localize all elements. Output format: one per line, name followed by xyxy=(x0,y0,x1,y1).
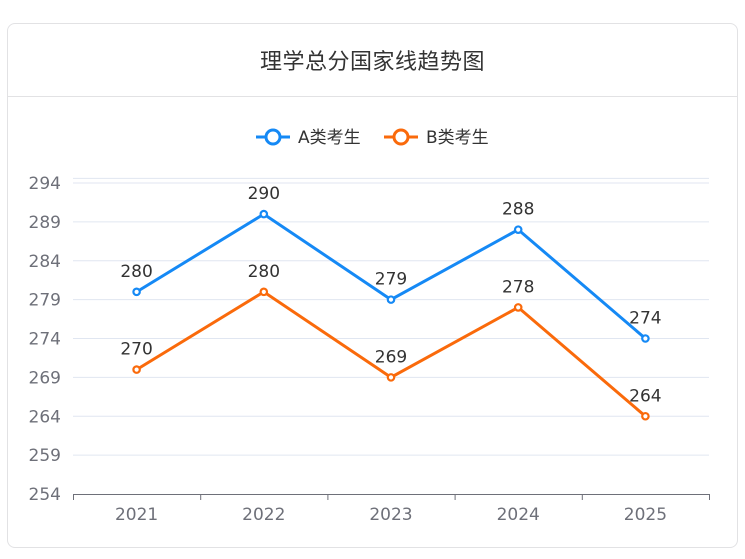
x-axis: 2021 2022 2023 2024 2025 xyxy=(73,494,710,525)
y-tick-label: 254 xyxy=(29,485,61,505)
x-tick-label: 2021 xyxy=(115,505,158,525)
data-point[interactable] xyxy=(513,303,523,312)
legend-marker-icon xyxy=(392,128,410,146)
data-label: 264 xyxy=(629,386,661,406)
series-b: 270 280 269 278 264 xyxy=(120,262,662,421)
y-tick-label: 264 xyxy=(29,407,61,427)
y-tick-label: 279 xyxy=(29,291,61,311)
chart-title: 理学总分国家线趋势图 xyxy=(259,50,485,75)
x-tick-label: 2025 xyxy=(624,505,667,525)
card-header: 理学总分国家线趋势图 xyxy=(8,24,737,97)
data-label: 280 xyxy=(120,262,152,282)
legend: A类考生 B类考生 xyxy=(256,128,489,148)
legend-item-a[interactable]: A类考生 xyxy=(256,128,361,148)
data-point[interactable] xyxy=(641,411,650,421)
data-label: 269 xyxy=(375,347,407,367)
data-point[interactable] xyxy=(386,373,396,382)
data-label: 279 xyxy=(375,270,407,290)
data-point[interactable] xyxy=(259,209,269,219)
data-label: 280 xyxy=(248,262,280,282)
y-tick-label: 259 xyxy=(29,446,61,466)
x-tick-label: 2023 xyxy=(369,505,412,525)
data-point[interactable] xyxy=(386,295,396,304)
x-tick-label: 2022 xyxy=(242,505,285,525)
y-tick-label: 284 xyxy=(29,252,61,272)
data-point[interactable] xyxy=(513,225,523,234)
legend-item-b[interactable]: B类考生 xyxy=(384,128,489,148)
y-tick-label: 294 xyxy=(29,174,61,194)
legend-label: B类考生 xyxy=(426,128,489,148)
grid-lines xyxy=(73,177,709,456)
y-tick-label: 274 xyxy=(29,330,61,350)
data-label: 288 xyxy=(502,200,534,220)
data-point[interactable] xyxy=(132,365,141,374)
x-tick-label: 2024 xyxy=(497,505,540,525)
data-label: 270 xyxy=(120,340,152,360)
y-tick-label: 269 xyxy=(29,368,61,388)
data-label: 274 xyxy=(629,309,661,329)
data-label: 290 xyxy=(248,184,280,204)
data-point[interactable] xyxy=(641,334,650,343)
legend-label: A类考生 xyxy=(298,128,361,148)
series-a: 280 290 279 288 274 xyxy=(120,184,662,343)
y-tick-label: 289 xyxy=(29,213,61,233)
data-point[interactable] xyxy=(259,287,269,297)
legend-marker-icon xyxy=(264,128,282,146)
data-label: 278 xyxy=(502,277,534,297)
data-point[interactable] xyxy=(132,287,141,297)
y-axis: 254 259 264 269 274 279 284 289 294 xyxy=(29,174,61,505)
